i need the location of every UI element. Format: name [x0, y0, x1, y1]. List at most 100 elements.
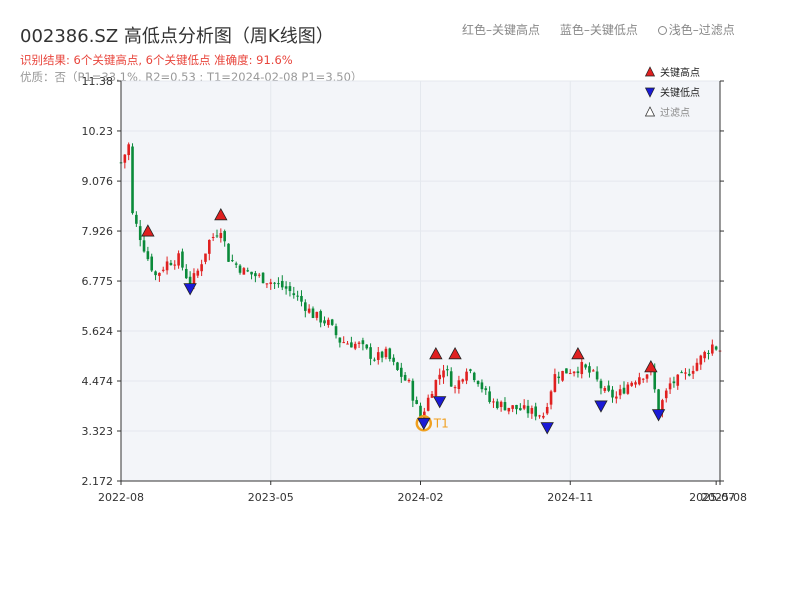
candle-body	[181, 251, 184, 268]
candle-body	[200, 264, 203, 272]
candle	[123, 154, 127, 169]
candle	[338, 337, 342, 348]
candle-body	[373, 359, 376, 361]
candle-body	[158, 272, 161, 276]
candle	[503, 397, 507, 411]
candle	[273, 281, 276, 289]
candle	[534, 402, 537, 421]
y-tick-label: 3.323	[82, 425, 114, 438]
candle	[626, 382, 630, 395]
candle	[319, 309, 322, 328]
candle	[173, 260, 177, 270]
candle	[234, 261, 238, 269]
candle	[250, 271, 253, 280]
candle-body	[338, 337, 342, 343]
candle	[645, 373, 649, 383]
candle-body	[503, 402, 507, 411]
candle	[687, 368, 691, 377]
candle-body	[192, 273, 196, 285]
candle	[246, 267, 250, 273]
key-high-marker	[141, 224, 155, 237]
candle	[507, 407, 511, 415]
candle	[392, 354, 395, 366]
top-legend: 红色–关键高点 蓝色–关键低点 浅色–过滤点	[462, 21, 751, 38]
candle-body	[695, 362, 699, 371]
candle	[204, 253, 207, 265]
x-tick-label: 2023-05	[248, 491, 294, 504]
candle-body	[519, 408, 522, 411]
candle-body	[615, 396, 618, 399]
candle	[277, 277, 280, 288]
candle	[676, 374, 680, 390]
x-tick-label: 2025-07	[689, 491, 735, 504]
candle-body	[538, 415, 541, 417]
candle-body	[138, 226, 142, 241]
candle-body	[472, 372, 476, 381]
candle-body	[211, 236, 215, 238]
candle	[208, 239, 211, 261]
candle	[680, 370, 683, 374]
candle-body	[319, 311, 322, 323]
legend-blue-text: 蓝色–关键低点	[559, 23, 638, 37]
candle-body	[618, 389, 622, 396]
candle	[403, 372, 407, 381]
candle-body	[223, 231, 226, 242]
candle-body	[250, 271, 253, 275]
legend-marker-icon	[644, 87, 656, 98]
candle	[618, 384, 622, 400]
x-axis-ticks: 2022-08 2023-05 2024-02 2024-11 2025-072025-…	[98, 481, 747, 504]
candle-body	[603, 388, 607, 391]
legend-label: 过滤点	[660, 106, 690, 119]
candle-body	[396, 362, 399, 370]
candle	[438, 368, 441, 385]
candle-body	[549, 391, 553, 405]
candle-body	[495, 401, 499, 409]
candle-body	[327, 319, 330, 326]
candle	[603, 385, 607, 393]
candle	[638, 372, 641, 386]
candle	[707, 350, 710, 360]
candle-body	[357, 342, 361, 344]
candle	[131, 143, 134, 215]
candle-body	[484, 388, 488, 391]
candle-body	[184, 268, 188, 279]
candle-body	[687, 373, 691, 376]
candle-body	[684, 372, 687, 374]
candle	[664, 388, 668, 403]
candle-body	[419, 405, 422, 420]
legend-light-text: 浅色–过滤点	[668, 23, 735, 37]
candle-body	[676, 374, 680, 386]
candle	[211, 233, 215, 242]
candle	[357, 341, 361, 348]
candle-body	[403, 374, 407, 381]
candle	[138, 220, 142, 247]
candle	[434, 379, 438, 399]
candle-body	[522, 405, 526, 409]
x-tick-label: 2022-08	[98, 491, 144, 504]
candle	[703, 350, 706, 363]
x-tick-label: 2024-02	[398, 491, 444, 504]
candle	[231, 254, 234, 263]
y-tick-label: 6.775	[82, 275, 114, 288]
y-tick-label: 10.23	[82, 125, 114, 138]
candle	[572, 371, 576, 377]
candle-body	[311, 308, 315, 318]
candle	[380, 350, 384, 363]
candle	[350, 336, 353, 348]
candle-body	[607, 385, 610, 391]
candle-body	[231, 260, 234, 262]
legend-marker-icon	[644, 106, 656, 117]
candle-body	[242, 268, 246, 275]
candle	[426, 394, 430, 412]
candle	[242, 267, 246, 275]
candle-body	[300, 295, 303, 302]
candle-body	[699, 355, 703, 365]
candle-body	[334, 326, 338, 336]
candle-body	[568, 373, 572, 375]
candle-body	[169, 262, 173, 266]
candle	[565, 368, 568, 374]
candle-body	[465, 371, 468, 381]
candle	[257, 272, 261, 278]
key-low-marker	[651, 409, 666, 422]
candle	[576, 366, 580, 378]
